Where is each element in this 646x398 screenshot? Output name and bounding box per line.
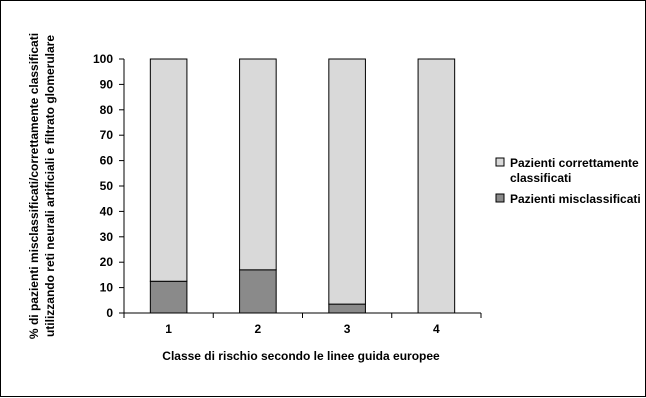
legend-label-correttamente-classificati-line-1: Pazienti correttamente [510, 156, 639, 170]
y-tick-label: 30 [100, 230, 114, 244]
y-tick-label: 40 [100, 204, 114, 218]
x-axis-title: Classe di rischio secondo le linee guida… [162, 349, 440, 363]
y-tick-label: 70 [100, 128, 114, 142]
legend-label-correttamente-classificati-line-2: classificati [510, 171, 571, 185]
x-axis: 1 2 3 4 [123, 312, 482, 336]
bar-segment-correttamente-classificati [239, 58, 277, 271]
x-tick-label: 2 [255, 322, 262, 336]
y-axis-title-line-2: utilizzando reti neurali artificiali e f… [43, 35, 57, 337]
y-axis-title: % di pazienti misclassificati/correttame… [27, 33, 57, 339]
bar-segment-correttamente-classificati [328, 58, 366, 305]
x-tick-label: 1 [165, 322, 172, 336]
bar-segment-misclassificati [149, 280, 188, 314]
bar-segment-misclassificati [239, 269, 277, 314]
bar-segment-misclassificati [328, 303, 366, 314]
y-axis-title-line-1: % di pazienti misclassificati/correttame… [27, 33, 41, 339]
y-tick-label: 60 [100, 154, 114, 168]
y-tick-label: 50 [100, 179, 114, 193]
x-tick-label: 4 [433, 322, 440, 336]
y-tick-label: 10 [100, 281, 114, 295]
legend-label-misclassificati: Pazienti misclassificati [510, 192, 641, 206]
y-tick-label: 0 [106, 306, 113, 320]
bars [149, 58, 456, 314]
y-tick-label: 80 [100, 103, 114, 117]
bar-segment-correttamente-classificati [417, 58, 456, 314]
legend-swatch-correttamente-classificati [495, 157, 505, 167]
y-tick-label: 90 [100, 77, 114, 91]
y-axis: 0 10 20 30 40 50 60 70 80 90 100 [93, 52, 125, 320]
y-tick-label: 100 [93, 52, 113, 66]
x-tick-label: 3 [344, 322, 351, 336]
bar-segment-correttamente-classificati [149, 58, 188, 282]
legend-swatch-misclassificati [495, 193, 505, 203]
y-tick-label: 20 [100, 255, 114, 269]
